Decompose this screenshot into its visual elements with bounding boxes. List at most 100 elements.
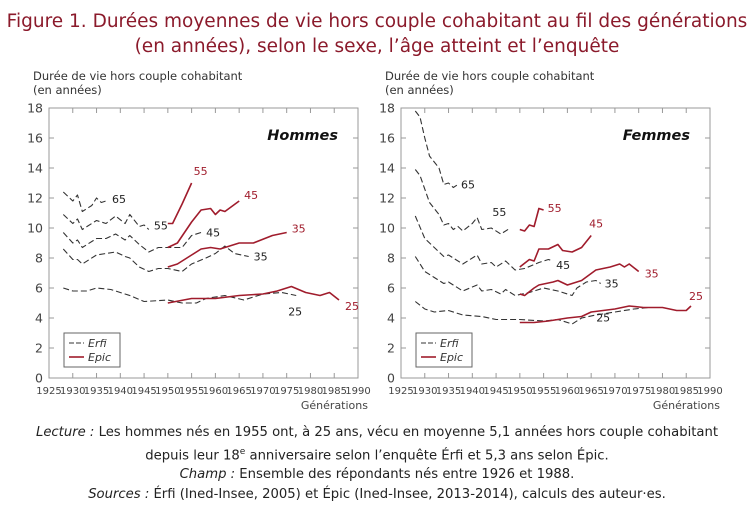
y-tick-label: 6 — [35, 281, 43, 296]
chart-hommes: Durée de vie hors couple cohabitant(en a… — [27, 69, 371, 412]
legend-box — [63, 332, 121, 368]
lecture-text-2b: anniversaire selon l’enquête Érfi et 5,3… — [245, 447, 609, 463]
series-label-epic-45: 45 — [589, 218, 603, 231]
x-tick-label: 1990 — [697, 386, 722, 397]
y-tick-label: 2 — [387, 341, 395, 356]
x-tick-label: 1935 — [436, 386, 461, 397]
y-axis-label: Durée de vie hors couple cohabitant — [385, 69, 595, 83]
lecture-note: Lecture : Les hommes nés en 1955 ont, à … — [0, 423, 754, 443]
x-tick-label: 1990 — [345, 386, 370, 397]
x-tick-label: 1960 — [203, 386, 228, 397]
y-tick-label: 10 — [27, 221, 43, 236]
panel-title: Femmes — [623, 128, 691, 144]
x-tick-label: 1960 — [555, 386, 580, 397]
x-axis-label: Générations — [301, 399, 368, 412]
lecture-text-2a: depuis leur 18 — [145, 447, 240, 463]
x-tick-label: 1985 — [322, 386, 347, 397]
y-tick-label: 18 — [27, 101, 43, 116]
series-label-erfi-25: 25 — [288, 306, 302, 319]
y-tick-label: 12 — [379, 191, 395, 206]
series-epic-age-55 — [167, 182, 193, 225]
series-label-erfi-55: 55 — [492, 206, 506, 219]
chart-femmes: Durée de vie hors couple cohabitant(en a… — [379, 69, 723, 412]
x-tick-label: 1965 — [578, 386, 603, 397]
x-tick-label: 1980 — [650, 386, 675, 397]
champ-label: Champ : — [179, 467, 236, 483]
lecture-text-1: Les hommes nés en 1955 ont, à 25 ans, vé… — [94, 425, 719, 440]
y-tick-label: 10 — [379, 221, 395, 236]
series-label-erfi-35: 35 — [254, 251, 268, 264]
series-epic-age-45 — [519, 235, 592, 268]
x-tick-label: 1975 — [274, 386, 299, 397]
y-tick-label: 4 — [387, 311, 395, 326]
x-tick-label: 1930 — [412, 386, 437, 397]
y-tick-label: 14 — [27, 161, 43, 176]
series-label-epic-55: 55 — [548, 202, 562, 215]
x-tick-label: 1925 — [388, 386, 413, 397]
champ-note: Champ : Ensemble des répondants nés entr… — [0, 465, 754, 485]
series-epic-age-35 — [167, 231, 287, 268]
x-tick-label: 1930 — [60, 386, 85, 397]
x-axis-label: Générations — [653, 399, 720, 412]
x-tick-label: 1975 — [626, 386, 651, 397]
x-tick-label: 1955 — [531, 386, 556, 397]
x-tick-label: 1985 — [674, 386, 699, 397]
y-tick-label: 6 — [387, 281, 395, 296]
x-tick-label: 1945 — [131, 386, 156, 397]
x-tick-label: 1940 — [460, 386, 485, 397]
series-label-erfi-65: 65 — [112, 193, 126, 206]
series-erfi-age-35 — [414, 256, 601, 297]
series-epic-age-55 — [519, 207, 544, 232]
series-erfi-age-55 — [414, 169, 511, 235]
champ-text: Ensemble des répondants nés entre 1926 e… — [235, 467, 575, 483]
series-erfi-age-65 — [62, 191, 107, 213]
y-tick-label: 4 — [35, 311, 43, 326]
series-label-erfi-45: 45 — [556, 259, 570, 272]
series-epic-age-25 — [167, 285, 340, 304]
y-tick-label: 8 — [35, 251, 43, 266]
series-erfi-age-25 — [63, 287, 297, 304]
legend-label-epic: Epic — [440, 351, 463, 364]
y-tick-label: 16 — [379, 131, 395, 146]
x-tick-label: 1950 — [155, 386, 180, 397]
sources-text: Érfi (Ined-Insee, 2005) et Épic (Ined-In… — [149, 486, 666, 502]
series-erfi-age-45 — [62, 231, 202, 253]
series-label-erfi-65: 65 — [461, 179, 475, 192]
lecture-label: Lecture : — [35, 425, 95, 440]
y-tick-label: 12 — [27, 191, 43, 206]
legend-label-erfi: Erfi — [88, 337, 107, 350]
figure-notes: Lecture : Les hommes nés en 1955 ont, à … — [0, 423, 754, 504]
y-tick-label: 14 — [379, 161, 395, 176]
y-tick-label: 16 — [27, 131, 43, 146]
x-tick-label: 1925 — [36, 386, 61, 397]
y-tick-label: 0 — [387, 371, 395, 386]
series-erfi-age-25 — [414, 301, 649, 325]
series-label-epic-25: 25 — [345, 300, 359, 313]
series-epic-age-25 — [519, 305, 692, 324]
x-tick-label: 1965 — [226, 386, 251, 397]
figure-title-line1: Figure 1. Durées moyennes de vie hors co… — [6, 11, 748, 32]
sources-label: Sources : — [88, 486, 150, 502]
x-tick-label: 1935 — [84, 386, 109, 397]
series-erfi-age-45 — [414, 215, 554, 271]
series-label-epic-25: 25 — [689, 290, 703, 303]
x-tick-label: 1955 — [179, 386, 204, 397]
series-erfi-age-55 — [62, 213, 150, 231]
series-label-erfi-35: 35 — [605, 278, 619, 291]
lecture-note-2: depuis leur 18e anniversaire selon l’enq… — [0, 443, 754, 466]
series-label-epic-35: 35 — [645, 268, 659, 281]
x-tick-label: 1940 — [108, 386, 133, 397]
series-label-epic-35: 35 — [292, 223, 306, 236]
y-axis-label-unit: (en années) — [33, 83, 102, 97]
y-tick-label: 2 — [35, 341, 43, 356]
legend-label-erfi: Erfi — [440, 337, 459, 350]
figure-title-line2: (en années), selon le sexe, l’âge attein… — [134, 36, 620, 57]
legend-label-epic: Epic — [88, 351, 111, 364]
legend-box — [415, 332, 473, 368]
y-tick-label: 18 — [379, 101, 395, 116]
series-erfi-age-35 — [62, 245, 249, 273]
